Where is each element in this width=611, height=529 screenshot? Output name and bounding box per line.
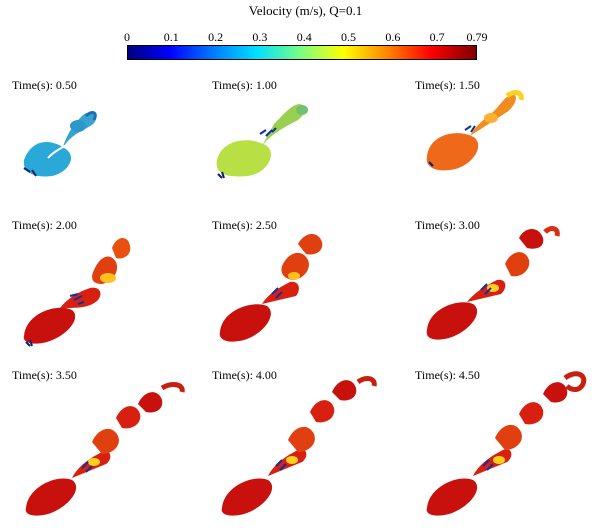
panel-label: Time(s): 3.00 bbox=[415, 218, 480, 232]
vortex-render bbox=[23, 111, 97, 177]
vortex-render bbox=[426, 90, 524, 171]
panel-time-4-00: Time(s): 4.00 bbox=[212, 368, 392, 516]
colorbar-tick: 0 bbox=[124, 30, 130, 44]
panel-label: Time(s): 2.50 bbox=[212, 218, 277, 232]
colorbar-tick: 0.2 bbox=[208, 30, 224, 44]
vortex-render bbox=[426, 226, 560, 340]
velocity-colorbar bbox=[127, 45, 477, 60]
panel-label: Time(s): 4.50 bbox=[415, 368, 480, 382]
vortex-render bbox=[426, 371, 587, 516]
colorbar-tick: 0.4 bbox=[296, 30, 312, 44]
panel-label: Time(s): 4.00 bbox=[212, 368, 277, 382]
panel-label: Time(s): 1.00 bbox=[212, 78, 277, 92]
panel-time-0-50: Time(s): 0.50 bbox=[12, 78, 192, 218]
panel-time-1-00: Time(s): 1.00 bbox=[212, 78, 392, 218]
vortex-render bbox=[219, 233, 323, 342]
vortex-render bbox=[25, 382, 185, 516]
panel-time-4-50: Time(s): 4.50 bbox=[415, 368, 595, 516]
panel-time-1-50: Time(s): 1.50 bbox=[415, 78, 595, 218]
panel-time-2-00: Time(s): 2.00 bbox=[12, 218, 192, 358]
panel-label: Time(s): 3.50 bbox=[12, 368, 77, 382]
panel-time-3-00: Time(s): 3.00 bbox=[415, 218, 595, 358]
panel-label: Time(s): 0.50 bbox=[12, 78, 77, 92]
vortex-render bbox=[221, 376, 377, 516]
colorbar-tick: 0.5 bbox=[341, 30, 357, 44]
panel-time-2-50: Time(s): 2.50 bbox=[212, 218, 392, 358]
colorbar-tick: 0.3 bbox=[252, 30, 268, 44]
panel-label: Time(s): 1.50 bbox=[415, 78, 480, 92]
colorbar-tick: 0.1 bbox=[163, 30, 179, 44]
panel-time-3-50: Time(s): 3.50 bbox=[12, 368, 192, 516]
vortex-render bbox=[23, 237, 131, 347]
colorbar-title: Velocity (m/s), Q=0.1 bbox=[248, 3, 363, 18]
colorbar-tick: 0.79 bbox=[466, 30, 488, 44]
colorbar-tick: 0.6 bbox=[385, 30, 401, 44]
vortex-render bbox=[216, 104, 308, 179]
colorbar-tick: 0.7 bbox=[429, 30, 445, 44]
panel-label: Time(s): 2.00 bbox=[12, 218, 77, 232]
